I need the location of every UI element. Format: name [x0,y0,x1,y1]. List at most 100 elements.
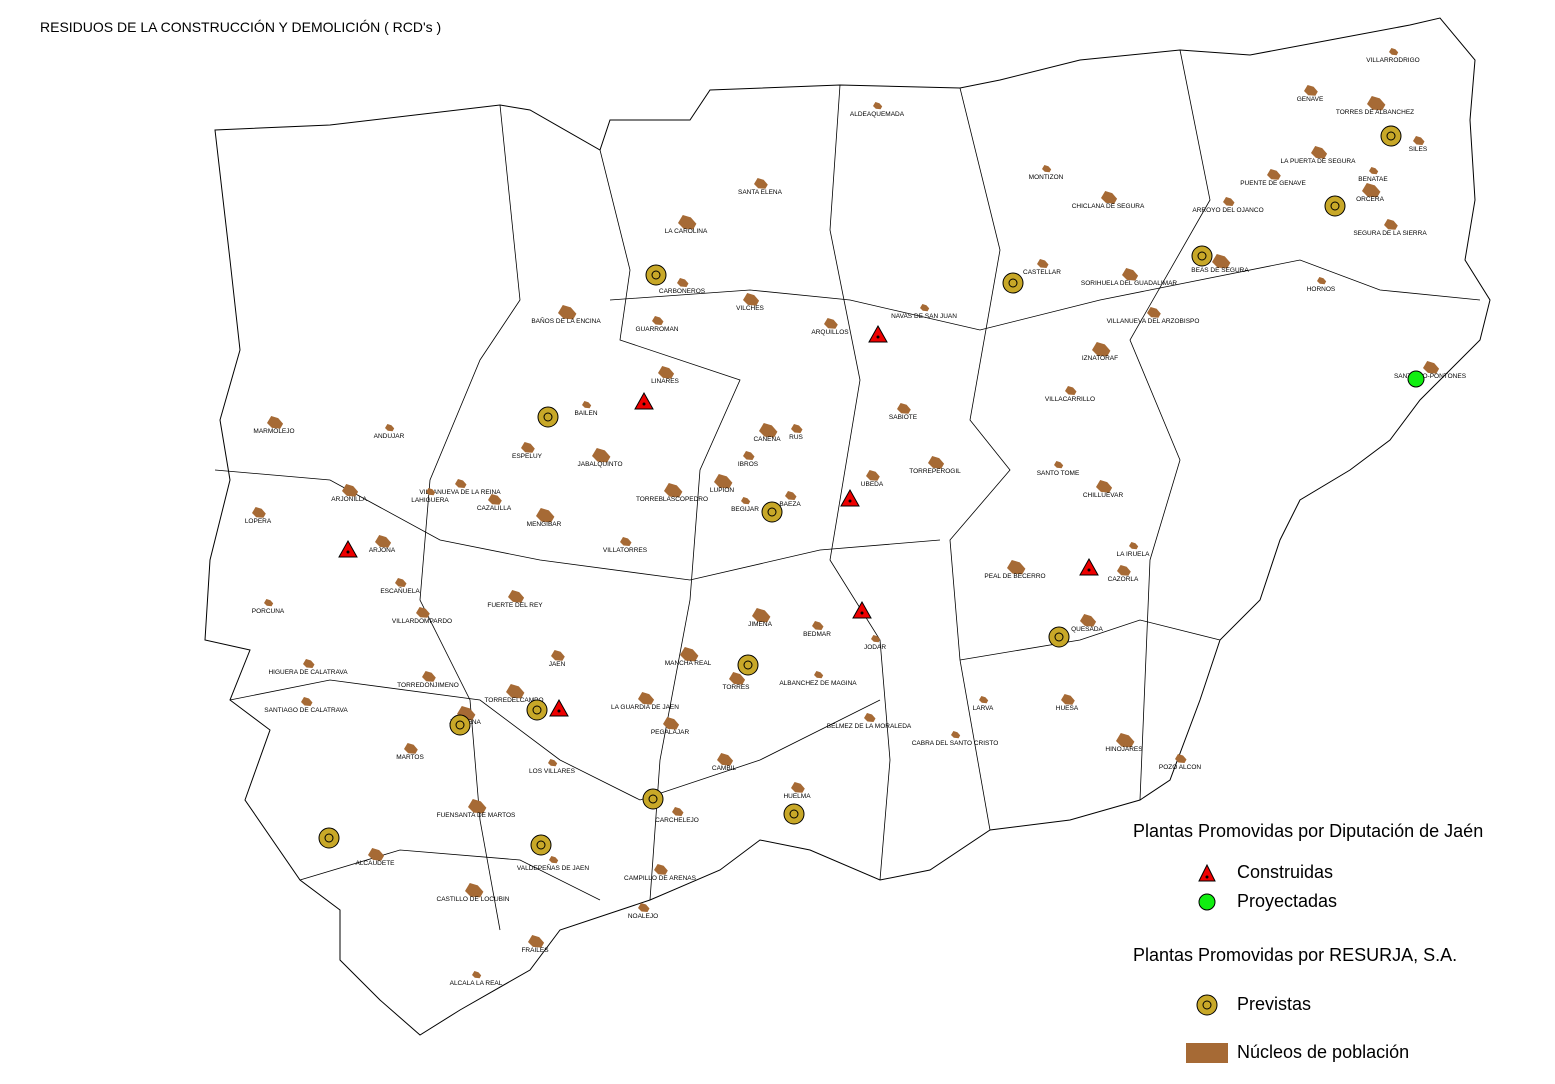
legend-triangle [1198,863,1216,882]
settlement [743,451,755,460]
settlement [1101,191,1118,204]
settlement [1413,136,1425,145]
settlement [791,424,803,433]
settlement [1369,167,1379,175]
town-label: TORREDELCAMPO [484,697,543,704]
planned-plant [1048,626,1070,648]
town-label: ALBANCHEZ DE MAGINA [779,680,857,687]
settlement [1223,197,1235,206]
built-plant [1079,557,1099,576]
town-label: BAILEN [574,410,597,417]
town-label: VILLATORRES [603,547,648,554]
settlement [785,491,797,500]
planned-plant-inner [1054,632,1064,642]
town-label: SANTA ELENA [738,189,783,196]
planned-plant-inner [767,507,777,517]
settlement [1367,96,1386,111]
planned-plant-inner [1197,251,1207,261]
settlement [416,607,430,618]
town-label: ALCAUDETE [355,860,395,867]
settlement [1116,733,1135,748]
town-label: BEAS DE SEGURA [1191,267,1249,274]
town-label: VILLANUEVA DE LA REINA [419,489,501,496]
settlement [1122,268,1139,281]
town-label: NAVAS DE SAN JUAN [891,313,957,320]
settlement [1065,386,1077,395]
built-plant [868,324,888,343]
town-label: IBROS [738,461,759,468]
town-label: TORRES DE ALBANCHEZ [1336,109,1414,116]
settlement [1423,361,1440,374]
town-label: LA IRUELA [1117,551,1151,558]
towns: VILLARRODRIGO GENAVE TORRES DE ALBANCHEZ SI… [245,48,1467,987]
settlement [1080,614,1097,627]
planned-plant-inner [536,840,546,850]
town-label: CASTILLO DE LOCUBIN [437,896,510,903]
built-plant-dot [1087,568,1091,572]
map-title: RESIDUOS DE LA CONSTRUCCIÓN Y DEMOLICIÓN… [40,19,441,35]
planned-plant [318,827,340,849]
town-label: RUS [789,434,803,441]
planned-plant-inner [1008,278,1018,288]
town-label: SEGURA DE LA SIERRA [1353,230,1427,237]
settlement [267,416,284,429]
built-plant-dot [642,402,646,406]
town-label: SANTIAGO-PONTONES [1394,373,1467,380]
town-label: HORNOS [1307,286,1336,293]
town-label: BEDMAR [803,631,831,638]
settlement [1317,277,1327,285]
settlement [1092,342,1111,357]
town-label: FUENSANTA DE MARTOS [437,812,516,819]
settlement [920,304,930,312]
town-label: MONTIZON [1029,174,1064,181]
town-label: HINOJARES [1105,746,1143,753]
town-label: ARQUILLOS [811,329,849,336]
settlement [873,102,883,110]
built-plant-dot [557,709,561,713]
settlement [385,424,395,432]
built-plant [852,600,872,619]
planned-plant-inner [1386,131,1396,141]
town-label: CAMBIL [712,765,737,772]
settlement [252,507,266,518]
town-label: CHICLANA DE SEGURA [1072,203,1145,210]
settlement [1037,259,1049,268]
settlement [871,635,881,643]
planned-plant-inner [789,809,799,819]
settlement [1212,254,1231,269]
town-label: LA CAROLINA [665,228,708,235]
planned-plant [1191,245,1213,267]
town-label: CABRA DEL SANTO CRISTO [912,740,999,747]
town-label: ALDEAQUEMADA [850,111,905,118]
town-label: LA PUERTA DE SEGURA [1281,158,1357,165]
planned-plant-inner [743,660,753,670]
town-label: VILLARRODRIGO [1366,57,1419,64]
settlement [582,401,592,409]
town-label: ARJONILLA [331,496,367,503]
planned-plant-inner [324,833,334,843]
settlement [592,448,611,463]
town-label: CARCHELEJO [655,817,699,824]
legend-swatch [1186,1043,1228,1063]
planned-plant [737,654,759,676]
settlement [1042,165,1052,173]
built-plant-dot [860,611,864,615]
town-label: TORREDONJIMENO [397,682,459,689]
planned-plant [761,501,783,523]
settlement [759,423,778,438]
settlement [897,403,911,414]
settlement [1054,461,1064,469]
town-label: LA GUARDIA DE JAEN [611,704,679,711]
town-label: SABIOTE [889,414,918,421]
planned-plant-inner [651,270,661,280]
planned-plant [449,714,471,736]
settlement [404,743,418,754]
settlement [638,903,650,912]
settlement [1007,560,1026,575]
settlement [375,535,392,548]
town-label: NOALEJO [628,913,658,920]
settlement [301,697,313,706]
planned-plant [1002,272,1024,294]
town-label: TORREBLASCOPEDRO [636,496,708,503]
